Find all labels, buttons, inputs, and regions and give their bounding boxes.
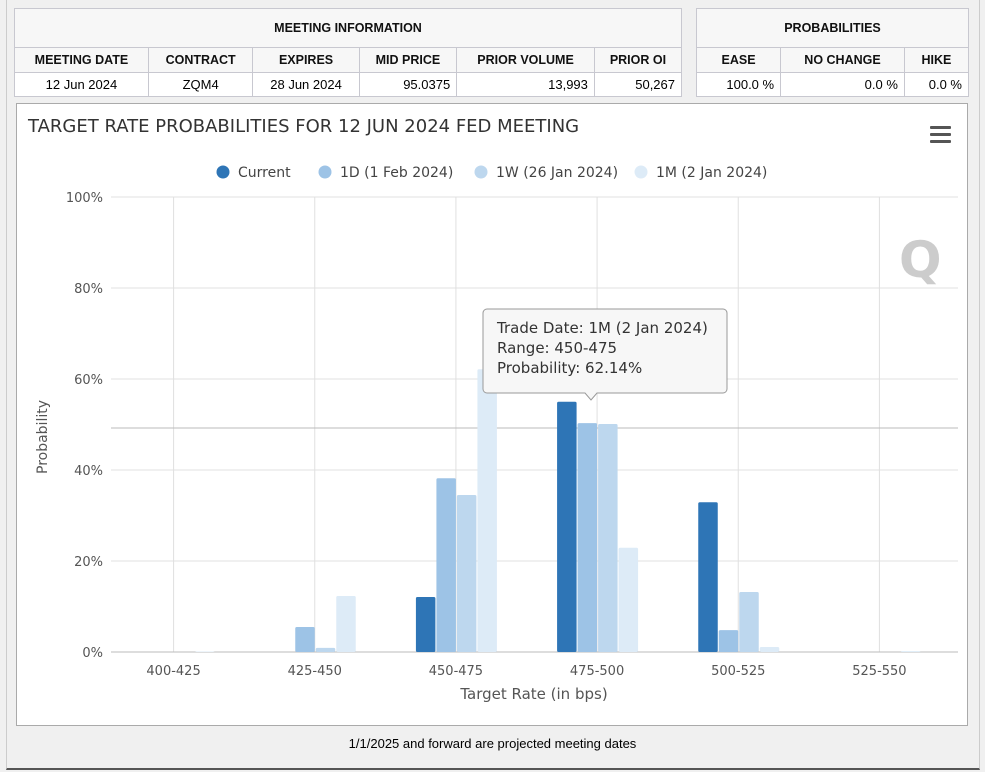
bar-450-475-1[interactable] (436, 478, 456, 652)
header-expires: EXPIRES (252, 47, 360, 73)
mid-price: 95.0375 (358, 72, 458, 97)
y-tick-label: 80% (74, 282, 103, 297)
header-no-change: NO CHANGE (780, 47, 905, 73)
header-prior-oi: PRIOR OI (593, 47, 683, 73)
x-tick-label: 450-475 (429, 664, 483, 679)
contract: ZQM4 (147, 72, 254, 97)
watermark-logo: Q (899, 231, 942, 289)
meeting-date: 12 Jun 2024 (14, 72, 149, 97)
hamburger-menu-icon[interactable] (930, 126, 951, 143)
tooltip-probability: Probability: 62.14% (497, 359, 642, 377)
header-ease: EASE (695, 47, 782, 73)
bar-500-525-1[interactable] (718, 630, 739, 652)
prior-oi: 50,267 (593, 72, 683, 97)
bar-450-475-0[interactable] (415, 596, 436, 652)
legend-item[interactable]: Current (238, 165, 291, 181)
y-axis-label: Probability (35, 400, 51, 474)
bar-450-475-3[interactable] (477, 369, 497, 652)
x-axis-label: Target Rate (in bps) (459, 685, 607, 703)
legend-marker (318, 165, 332, 179)
header-prior-volume: PRIOR VOLUME (456, 47, 595, 73)
bar-475-500-3[interactable] (618, 547, 639, 652)
bar-525-550-3[interactable] (900, 651, 921, 652)
y-tick-label: 20% (74, 555, 103, 570)
bar-425-450-1[interactable] (295, 626, 315, 652)
meeting-info-table: MEETING INFORMATION MEETING DATE CONTRAC… (14, 8, 683, 97)
ease-value: 100.0 % (695, 72, 782, 97)
header-mid-price: MID PRICE (358, 47, 458, 73)
probabilities-title: PROBABILITIES (696, 8, 969, 48)
bar-475-500-0[interactable] (557, 401, 577, 652)
x-tick-label: 400-425 (146, 664, 200, 679)
probability-chart: TARGET RATE PROBABILITIES FOR 12 JUN 202… (27, 116, 958, 703)
legend-marker (634, 165, 648, 179)
tooltip-trade-date: Trade Date: 1M (2 Jan 2024) (496, 319, 708, 337)
legend-item[interactable]: 1M (2 Jan 2024) (656, 165, 767, 181)
header-meeting-date: MEETING DATE (14, 47, 149, 73)
hike-value: 0.0 % (903, 72, 970, 97)
bar-500-525-0[interactable] (698, 502, 718, 652)
bar-425-450-3[interactable] (336, 596, 356, 652)
chart-title: TARGET RATE PROBABILITIES FOR 12 JUN 202… (27, 116, 579, 137)
x-tick-label: 425-450 (288, 664, 342, 679)
bar-475-500-1[interactable] (577, 423, 598, 652)
svg-text:Q: Q (899, 231, 942, 289)
legend: Current 1D (1 Feb 2024) 1W (26 Jan 2024) 1M… (216, 165, 767, 181)
legend-item[interactable]: 1D (1 Feb 2024) (340, 165, 453, 181)
x-tick-label: 525-550 (852, 664, 906, 679)
bar-425-450-2[interactable] (315, 647, 336, 652)
tooltip-range: Range: 450-475 (497, 339, 617, 357)
footer-note: 1/1/2025 and forward are projected meeti… (348, 736, 637, 751)
meeting-info-title: MEETING INFORMATION (14, 8, 682, 48)
bar-475-500-2[interactable] (598, 424, 618, 652)
y-tick-label: 40% (74, 464, 103, 479)
expires: 28 Jun 2024 (252, 72, 360, 97)
tooltip: Trade Date: 1M (2 Jan 2024) Range: 450-4… (482, 308, 728, 401)
legend-item[interactable]: 1W (26 Jan 2024) (496, 165, 618, 181)
x-tick-label: 475-500 (570, 664, 624, 679)
legend-marker (474, 165, 488, 179)
no-change-value: 0.0 % (780, 72, 905, 97)
header-contract: CONTRACT (147, 47, 254, 73)
probabilities-table: PROBABILITIES EASE NO CHANGE HIKE 100.0 … (695, 8, 970, 97)
bar-450-475-2[interactable] (456, 495, 477, 652)
legend-marker (216, 165, 230, 179)
header-hike: HIKE (903, 47, 970, 73)
prior-volume: 13,993 (456, 72, 595, 97)
y-tick-label: 0% (82, 646, 103, 661)
bar-500-525-2[interactable] (739, 591, 759, 652)
chart-container: TARGET RATE PROBABILITIES FOR 12 JUN 202… (16, 103, 968, 726)
y-tick-label: 60% (74, 373, 103, 388)
x-tick-label: 500-525 (711, 664, 765, 679)
y-tick-label: 100% (66, 191, 103, 206)
bar-500-525-3[interactable] (759, 646, 780, 652)
